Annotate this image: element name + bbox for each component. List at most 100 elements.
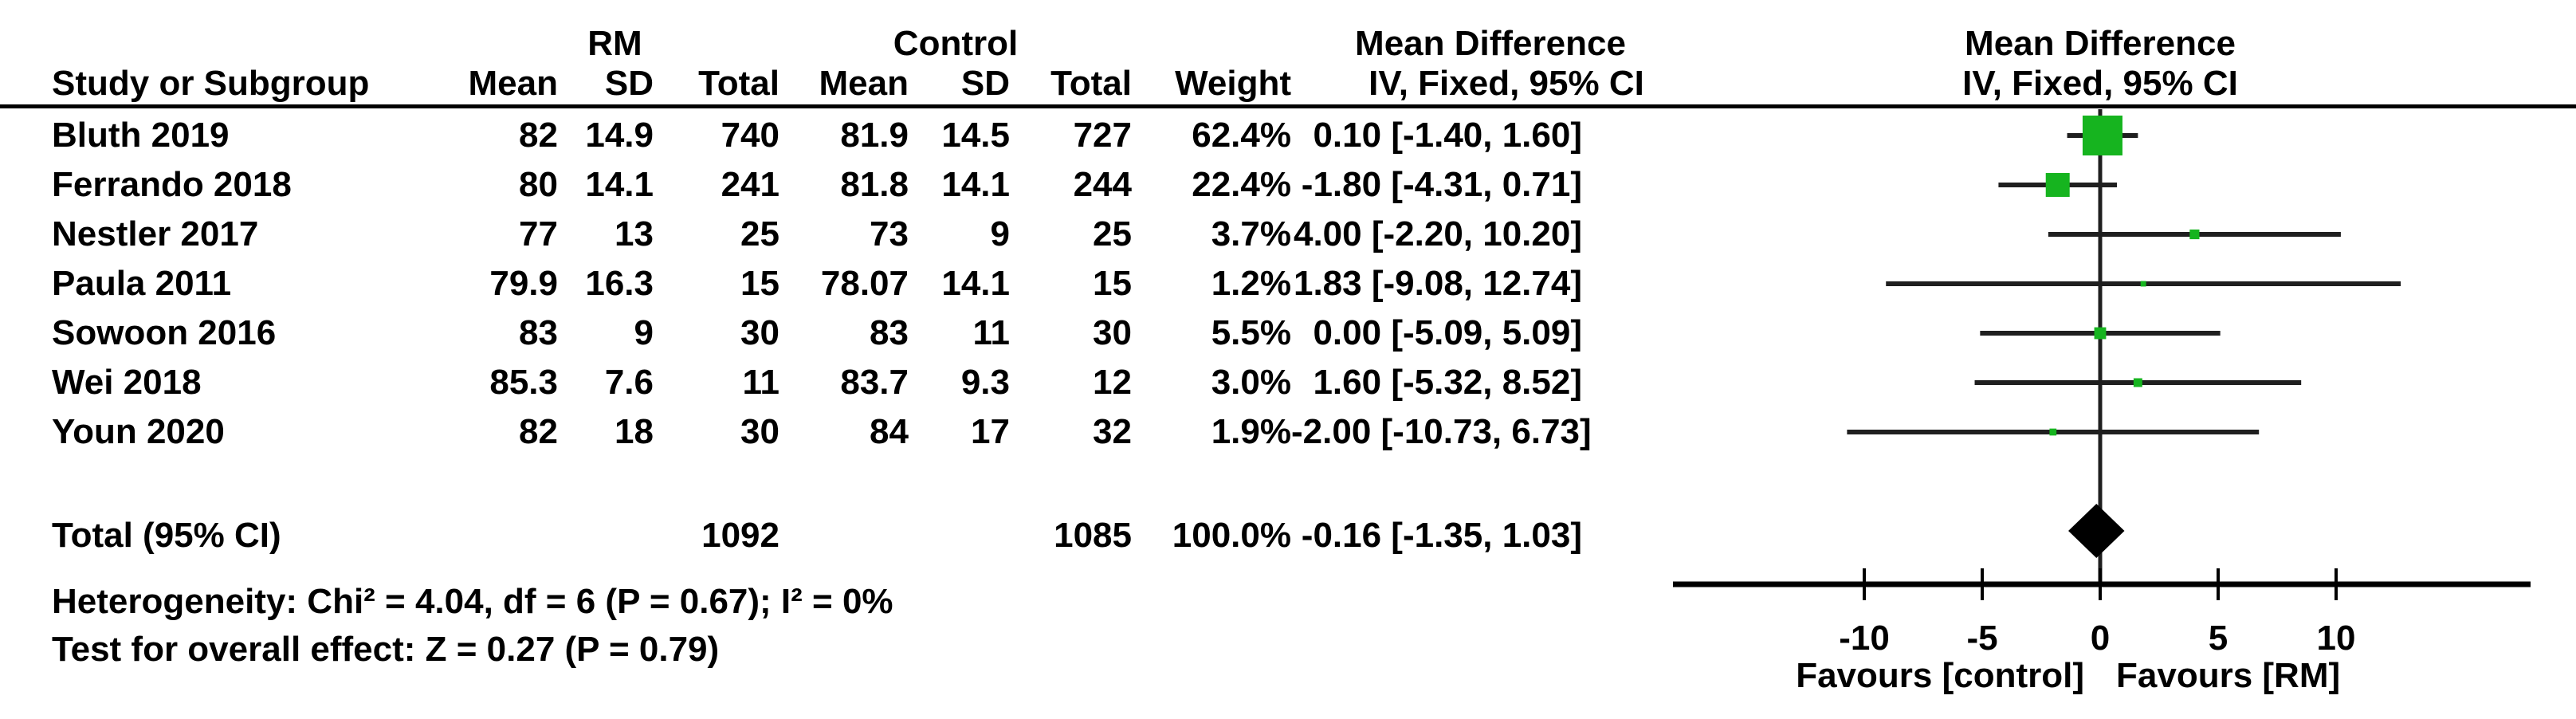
group-header-rm: RM	[587, 24, 642, 63]
control-sd: 14.1	[941, 165, 1010, 204]
control-mean: 81.8	[840, 165, 909, 204]
total-weight: 100.0%	[1172, 516, 1291, 555]
col-header-control-total: Total	[1050, 64, 1132, 103]
header-rule	[0, 104, 2576, 108]
rm-sd: 14.1	[585, 165, 654, 204]
total-rm-mean-empty	[450, 511, 558, 560]
md-ci: -1.80 [-4.31, 0.71]	[1301, 165, 1582, 204]
control-sd: 9.3	[960, 363, 1010, 402]
axis-tick-label: 10	[2317, 619, 2356, 658]
favours-right-label: Favours [RM]	[2116, 656, 2340, 695]
study-name: Wei 2018	[52, 363, 202, 402]
rm-sd: 18	[615, 412, 654, 451]
rm-sd: 13	[615, 214, 654, 253]
col-header-control-sd: SD	[960, 64, 1010, 103]
control-mean: 78.07	[820, 264, 909, 303]
rm-total: 15	[740, 264, 779, 303]
control-sd: 9	[990, 214, 1010, 253]
rm-sd: 9	[634, 313, 654, 352]
effect-square	[2189, 229, 2200, 240]
weight: 22.4%	[1192, 165, 1291, 204]
study-name: Youn 2020	[52, 412, 225, 451]
control-total: 25	[1093, 214, 1132, 253]
rm-total: 30	[740, 313, 779, 352]
md-ci: -2.00 [-10.73, 6.73]	[1291, 412, 1592, 451]
control-sd: 11	[972, 313, 1010, 352]
rm-sd: 7.6	[604, 363, 654, 402]
effect-square	[2133, 378, 2142, 387]
control-mean: 83	[870, 313, 909, 352]
plot-title: Mean Difference	[1965, 24, 2236, 63]
rm-total: 740	[721, 116, 779, 155]
total-label: Total (95% CI)	[52, 516, 281, 555]
rm-mean: 80	[519, 165, 558, 204]
col-header-study: Study or Subgroup	[52, 64, 370, 103]
total-md-ci: -0.16 [-1.35, 1.03]	[1301, 516, 1582, 555]
col-header-control-mean: Mean	[819, 64, 909, 103]
control-mean: 84	[870, 412, 909, 451]
col-header-weight: Weight	[1175, 64, 1291, 103]
study-row: Paula 2011 79.9 16.3 15 78.07 14.1 15 1.2% 1.83 …	[0, 259, 1594, 308]
weight: 5.5%	[1211, 313, 1291, 352]
rm-sd: 14.9	[585, 116, 654, 155]
overall-effect-text: Test for overall effect: Z = 0.27 (P = 0…	[52, 630, 720, 669]
total-c-n: 1085	[1054, 516, 1132, 555]
md-column-subtitle: IV, Fixed, 95% CI	[1368, 64, 1644, 103]
control-mean: 83.7	[840, 363, 909, 402]
study-row: Youn 2020 82 18 30 84 17 32 1.9% -2.00 [-10.73, …	[0, 407, 1594, 457]
col-header-rm-mean: Mean	[468, 64, 558, 103]
group-header-control: Control	[893, 24, 1019, 63]
study-row: Ferrando 2018 80 14.1 241 81.8 14.1 244 22.4% -1…	[0, 160, 1594, 210]
heterogeneity-text: Heterogeneity: Chi² = 4.04, df = 6 (P = …	[52, 582, 893, 621]
rm-total: 30	[740, 412, 779, 451]
plot-subtitle: IV, Fixed, 95% CI	[1962, 64, 2238, 103]
rm-total: 11	[742, 363, 779, 402]
rm-mean: 83	[519, 313, 558, 352]
md-ci: 1.83 [-9.08, 12.74]	[1293, 264, 1582, 303]
axis-tick-label: 5	[2209, 619, 2228, 658]
effect-square	[2140, 281, 2146, 287]
rm-total: 241	[721, 165, 779, 204]
axis-tick-label: -10	[1839, 619, 1890, 658]
md-ci: 1.60 [-5.32, 8.52]	[1313, 363, 1582, 402]
total-c-mean-empty	[779, 511, 909, 560]
md-ci: 0.00 [-5.09, 5.09]	[1313, 313, 1582, 352]
study-row: Bluth 2019 82 14.9 740 81.9 14.5 727 62.4% 0.10 …	[0, 111, 1594, 160]
study-name: Sowoon 2016	[52, 313, 277, 352]
weight: 1.9%	[1211, 412, 1291, 451]
effect-square	[2094, 327, 2107, 340]
rm-mean: 82	[519, 412, 558, 451]
total-rm-n: 1092	[701, 516, 779, 555]
pooled-diamond	[2068, 504, 2125, 558]
rm-mean: 79.9	[489, 264, 558, 303]
control-mean: 73	[870, 214, 909, 253]
favours-left-label: Favours [control]	[1796, 656, 2084, 695]
study-row: Nestler 2017 77 13 25 73 9 25 3.7% 4.00 [-2.20, …	[0, 210, 1594, 259]
effect-square	[2082, 115, 2122, 156]
control-total: 30	[1093, 313, 1132, 352]
control-total: 727	[1073, 116, 1132, 155]
weight: 62.4%	[1192, 116, 1291, 155]
forest-plot-canvas: -10 -5 0 5 10 Favours [control] Favours [RM]	[1673, 109, 2531, 695]
rm-total: 25	[740, 214, 779, 253]
study-name: Ferrando 2018	[52, 165, 292, 204]
control-sd: 17	[971, 412, 1010, 451]
study-row: Sowoon 2016 83 9 30 83 11 30 5.5% 0.00 [-5.09, 5…	[0, 308, 1594, 358]
axis-tick-label: -5	[1966, 619, 1997, 658]
md-ci: 4.00 [-2.20, 10.20]	[1293, 214, 1582, 253]
control-sd: 14.5	[941, 116, 1010, 155]
control-total: 32	[1093, 412, 1132, 451]
rm-sd: 16.3	[585, 264, 654, 303]
control-mean: 81.9	[840, 116, 909, 155]
weight: 1.2%	[1211, 264, 1291, 303]
weight: 3.7%	[1211, 214, 1291, 253]
study-name: Paula 2011	[52, 264, 232, 303]
col-header-rm-sd: SD	[604, 64, 654, 103]
control-total: 15	[1093, 264, 1132, 303]
rm-mean: 85.3	[489, 363, 558, 402]
md-ci: 0.10 [-1.40, 1.60]	[1313, 116, 1582, 155]
study-name: Nestler 2017	[52, 214, 259, 253]
study-name: Bluth 2019	[52, 116, 230, 155]
effect-square	[2049, 428, 2057, 436]
